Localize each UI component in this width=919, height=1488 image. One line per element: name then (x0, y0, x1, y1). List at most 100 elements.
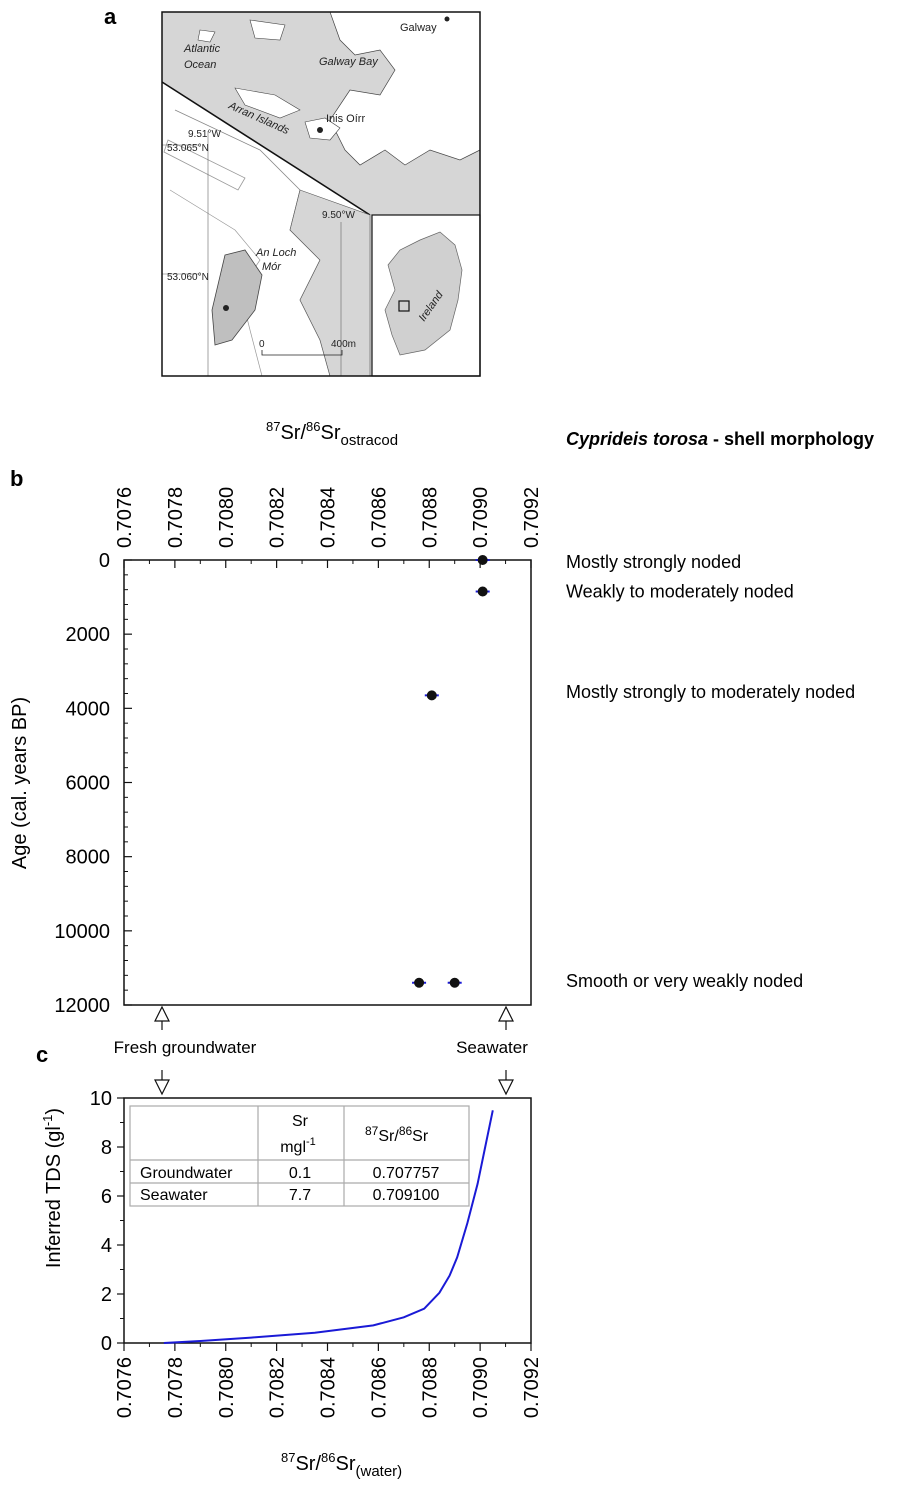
x-tick-label-b: 0.7090 (470, 487, 492, 548)
xlabel-b-sup2: 86 (306, 419, 320, 434)
xlabel-c-sup1: 87 (281, 1450, 295, 1465)
table-header-ratio-b: Sr/ (378, 1128, 399, 1145)
xlabel-c-t1: Sr/ (295, 1453, 321, 1475)
x-tick-label-c: 0.7088 (419, 1357, 441, 1418)
xlabel-b-sub: ostracod (341, 432, 399, 449)
xlabel-b-t1: Sr/ (280, 422, 306, 444)
y-tick-label-b: 0 (99, 550, 110, 572)
x-tick-label-c: 0.7086 (368, 1357, 390, 1418)
xlabel-b-t2: Sr (321, 422, 341, 444)
ylabel-c-t1: Inferred TDS (gl (43, 1126, 65, 1268)
map-coord-lon1: 9.51°W (188, 129, 221, 140)
morphology-header: Cyprideis torosa - shell morphology (566, 429, 874, 449)
map-coord-lat1: 53.065°N (167, 143, 209, 154)
xlabel-c-sup2: 86 (321, 1450, 335, 1465)
x-tick-label-c: 0.7084 (318, 1357, 340, 1418)
table-header-ratio-a: 87 (365, 1124, 379, 1138)
map-label-mor: Mór (262, 261, 282, 273)
table-row-sr: 0.1 (289, 1165, 311, 1182)
data-point (449, 977, 460, 988)
table-row-ratio: 0.709100 (373, 1187, 440, 1204)
morphology-suffix: - shell morphology (708, 429, 874, 449)
x-tick-label-b: 0.7084 (318, 487, 340, 548)
table-header-sr: Sr (292, 1113, 309, 1130)
x-tick-label-b: 0.7080 (216, 487, 238, 548)
map-label-galway: Galway (400, 22, 437, 34)
x-tick-label-c: 0.7078 (165, 1357, 187, 1418)
x-tick-label-c: 0.7082 (267, 1357, 289, 1418)
endmember-table (129, 1105, 470, 1207)
morphology-label: Smooth or very weakly noded (566, 971, 803, 991)
table-row-sr: 7.7 (289, 1187, 311, 1204)
axis-title-b-y: Age (cal. years BP) (9, 697, 31, 869)
panel-label-b: b (10, 466, 23, 491)
xlabel-c-t2: Sr (336, 1453, 356, 1475)
axis-title-c-y: Inferred TDS (gl-1) (40, 1108, 65, 1268)
y-tick-label-b: 4000 (66, 698, 111, 720)
table-header-sr-unit-text: mgl (280, 1139, 306, 1156)
scale-zero: 0 (259, 339, 265, 350)
morphology-labels: Mostly strongly noded Weakly to moderatel… (566, 552, 855, 991)
ylabel-c-sup: -1 (40, 1115, 55, 1127)
ylabel-c-t2: ) (43, 1108, 65, 1115)
y-tick-label-b: 12000 (54, 995, 110, 1017)
table-row-name: Groundwater (140, 1165, 233, 1182)
series-line-tds (163, 1110, 494, 1344)
x-axis-c: 0.7076 0.7078 0.7080 0.7082 0.7084 0.7086 0.70… (114, 1343, 543, 1418)
map-label-inis-oirr: Inis Oírr (326, 113, 365, 125)
x-tick-label-c: 0.7090 (470, 1357, 492, 1418)
x-tick-label-b: 0.7076 (114, 487, 136, 548)
table-header-ratio: 87Sr/86Sr (365, 1124, 429, 1145)
x-tick-label-c: 0.7092 (521, 1357, 543, 1418)
x-tick-label-b: 0.7088 (419, 487, 441, 548)
y-tick-label-c: 10 (90, 1088, 112, 1110)
x-tick-label-b: 0.7092 (521, 487, 543, 548)
x-axis-b: 0.7076 0.7078 0.7080 0.7082 0.7084 0.7086 0.70… (114, 487, 543, 568)
x-tick-label-b: 0.7086 (368, 487, 390, 548)
y-tick-label-b: 8000 (66, 847, 111, 869)
x-tick-label-c: 0.7076 (114, 1357, 136, 1418)
panel-label-a: a (104, 4, 117, 29)
y-tick-label-b: 6000 (66, 773, 111, 795)
scale-end: 400m (331, 339, 356, 350)
y-tick-label-c: 0 (101, 1333, 112, 1355)
y-tick-label-c: 2 (101, 1284, 112, 1306)
map-label-galway-bay: Galway Bay (319, 56, 379, 68)
map-coord-lon2: 9.50°W (322, 210, 355, 221)
table-header-ratio-c: 86 (399, 1124, 413, 1138)
map-label-atlantic: Atlantic (183, 43, 221, 55)
table-header-sr-unit-exp: -1 (306, 1136, 316, 1148)
x-tick-label-b: 0.7078 (165, 487, 187, 548)
label-fresh-groundwater: Fresh groundwater (114, 1038, 257, 1057)
y-axis-b: 0 2000 4000 6000 8000 10000 12000 (54, 550, 132, 1017)
points-b (412, 555, 490, 988)
data-point (414, 977, 425, 988)
axis-title-b-x: 87Sr/86Srostracod (266, 419, 398, 449)
morphology-species: Cyprideis torosa (566, 429, 708, 449)
table-row-ratio: 0.707757 (373, 1165, 440, 1182)
y-tick-label-c: 4 (101, 1235, 112, 1257)
y-tick-label-b: 2000 (66, 624, 111, 646)
panel-label-c: c (36, 1042, 48, 1067)
y-tick-label-c: 6 (101, 1186, 112, 1208)
map-coord-lat2: 53.060°N (167, 272, 209, 283)
label-seawater: Seawater (456, 1038, 528, 1057)
data-point (477, 586, 488, 597)
x-tick-label-c: 0.7080 (216, 1357, 238, 1418)
endmember-arrows (154, 1005, 514, 1096)
table-row-name: Seawater (140, 1187, 208, 1204)
map-label-an-loch: An Loch (255, 247, 296, 259)
table-header-ratio-d: Sr (412, 1128, 429, 1145)
x-tick-label-b: 0.7082 (267, 487, 289, 548)
table-header-sr-unit: mgl-1 (280, 1136, 316, 1156)
data-point (477, 555, 488, 565)
data-point (426, 690, 437, 701)
map-label-ocean: Ocean (184, 59, 216, 71)
location-map (161, 11, 481, 377)
y-tick-label-b: 10000 (54, 921, 110, 943)
axis-title-c-x: 87Sr/86Sr(water) (281, 1450, 402, 1480)
morphology-label: Mostly strongly noded (566, 552, 741, 572)
y-axis-c: 0 2 4 6 8 10 (90, 1088, 124, 1355)
morphology-label: Mostly strongly to moderately noded (566, 682, 855, 702)
